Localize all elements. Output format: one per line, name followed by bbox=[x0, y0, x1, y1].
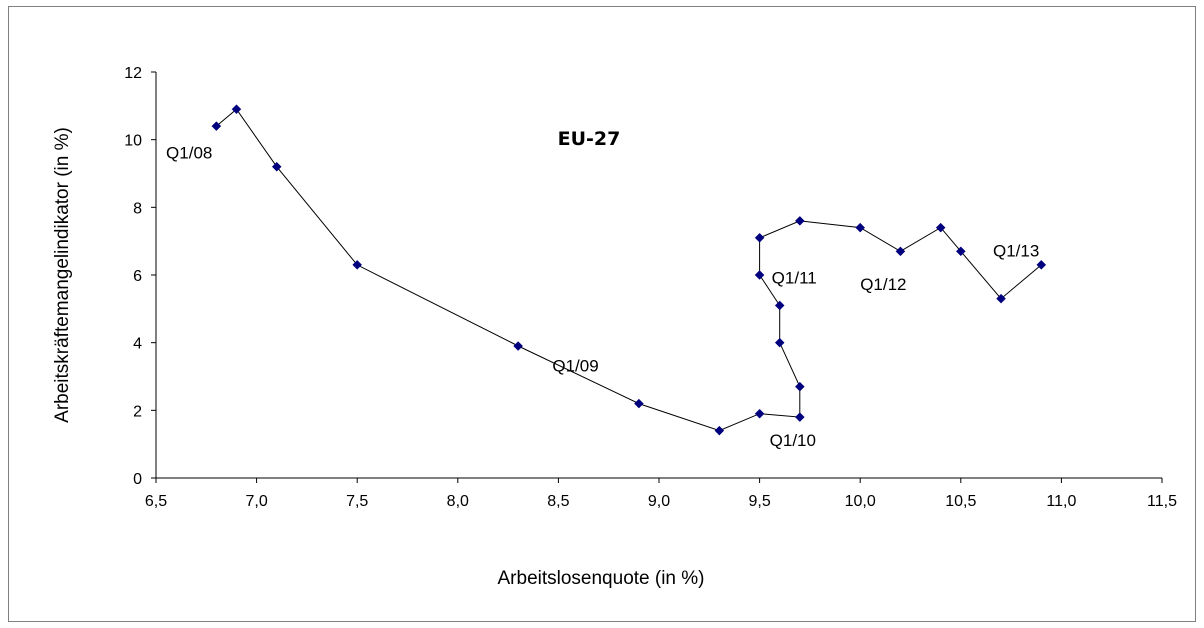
x-tick-label: 8,5 bbox=[547, 493, 569, 510]
x-tick-label: 9,0 bbox=[648, 493, 670, 510]
data-point bbox=[855, 222, 866, 233]
data-point bbox=[996, 293, 1006, 304]
data-point bbox=[774, 300, 785, 311]
x-tick-label: 7,0 bbox=[245, 493, 267, 510]
y-tick-label: 0 bbox=[133, 471, 142, 488]
data-point bbox=[513, 341, 524, 351]
axes: 6,5 7,0 7,5 8,0 8,5 9,0 9,5 10,0 10,5 11,0 11,5 0 2 4… bbox=[124, 65, 1177, 510]
x-tick-label: 11,5 bbox=[1147, 493, 1177, 510]
period-label: Q1/09 bbox=[552, 356, 598, 375]
x-tick-label: 8,0 bbox=[447, 493, 469, 510]
annotations: Q1/08 Q1/09 Q1/10 Q1/11 Q1/12 Q1/13 bbox=[166, 143, 1039, 450]
y-tick-label: 6 bbox=[133, 268, 142, 285]
x-tick-label: 10,0 bbox=[845, 493, 876, 510]
data-point bbox=[271, 161, 282, 172]
x-tick-label: 11,0 bbox=[1046, 493, 1076, 510]
data-point bbox=[794, 412, 805, 422]
data-point bbox=[794, 216, 805, 226]
data-point bbox=[895, 246, 906, 257]
y-tick-label: 4 bbox=[133, 336, 142, 353]
data-markers bbox=[211, 104, 1047, 436]
data-point bbox=[1036, 259, 1047, 270]
data-point bbox=[935, 222, 946, 233]
data-point bbox=[754, 270, 765, 280]
data-point bbox=[634, 398, 644, 409]
data-point bbox=[211, 121, 222, 131]
y-tick-label: 12 bbox=[124, 65, 142, 82]
x-tick-label: 10,5 bbox=[945, 493, 976, 510]
x-axis-title: Arbeitslosenquote (in %) bbox=[498, 568, 705, 589]
x-tick-label: 7,5 bbox=[346, 493, 368, 510]
data-point bbox=[774, 337, 785, 348]
y-tick-label: 10 bbox=[124, 133, 142, 150]
chart-frame bbox=[8, 6, 1196, 622]
period-label: Q1/12 bbox=[860, 275, 906, 294]
data-point bbox=[352, 259, 363, 270]
series-polyline bbox=[216, 108, 1042, 432]
data-point bbox=[794, 381, 805, 392]
x-tick-label: 6,5 bbox=[145, 493, 167, 510]
series-line bbox=[216, 108, 1042, 432]
data-point bbox=[754, 232, 765, 243]
y-axis-title: Arbeitskräftemangelindikator (in %) bbox=[52, 127, 73, 423]
x-tick-label: 9,5 bbox=[748, 493, 770, 510]
period-label: Q1/13 bbox=[993, 241, 1039, 260]
data-point bbox=[955, 246, 966, 257]
chart-title: EU-27 bbox=[558, 128, 621, 150]
data-point bbox=[714, 425, 725, 436]
period-label: Q1/11 bbox=[772, 268, 817, 287]
period-label: Q1/08 bbox=[166, 143, 212, 162]
y-tick-label: 8 bbox=[133, 200, 142, 217]
period-label: Q1/10 bbox=[770, 431, 816, 450]
data-point bbox=[231, 104, 242, 115]
y-tick-label: 2 bbox=[133, 403, 142, 420]
data-point bbox=[754, 408, 765, 419]
